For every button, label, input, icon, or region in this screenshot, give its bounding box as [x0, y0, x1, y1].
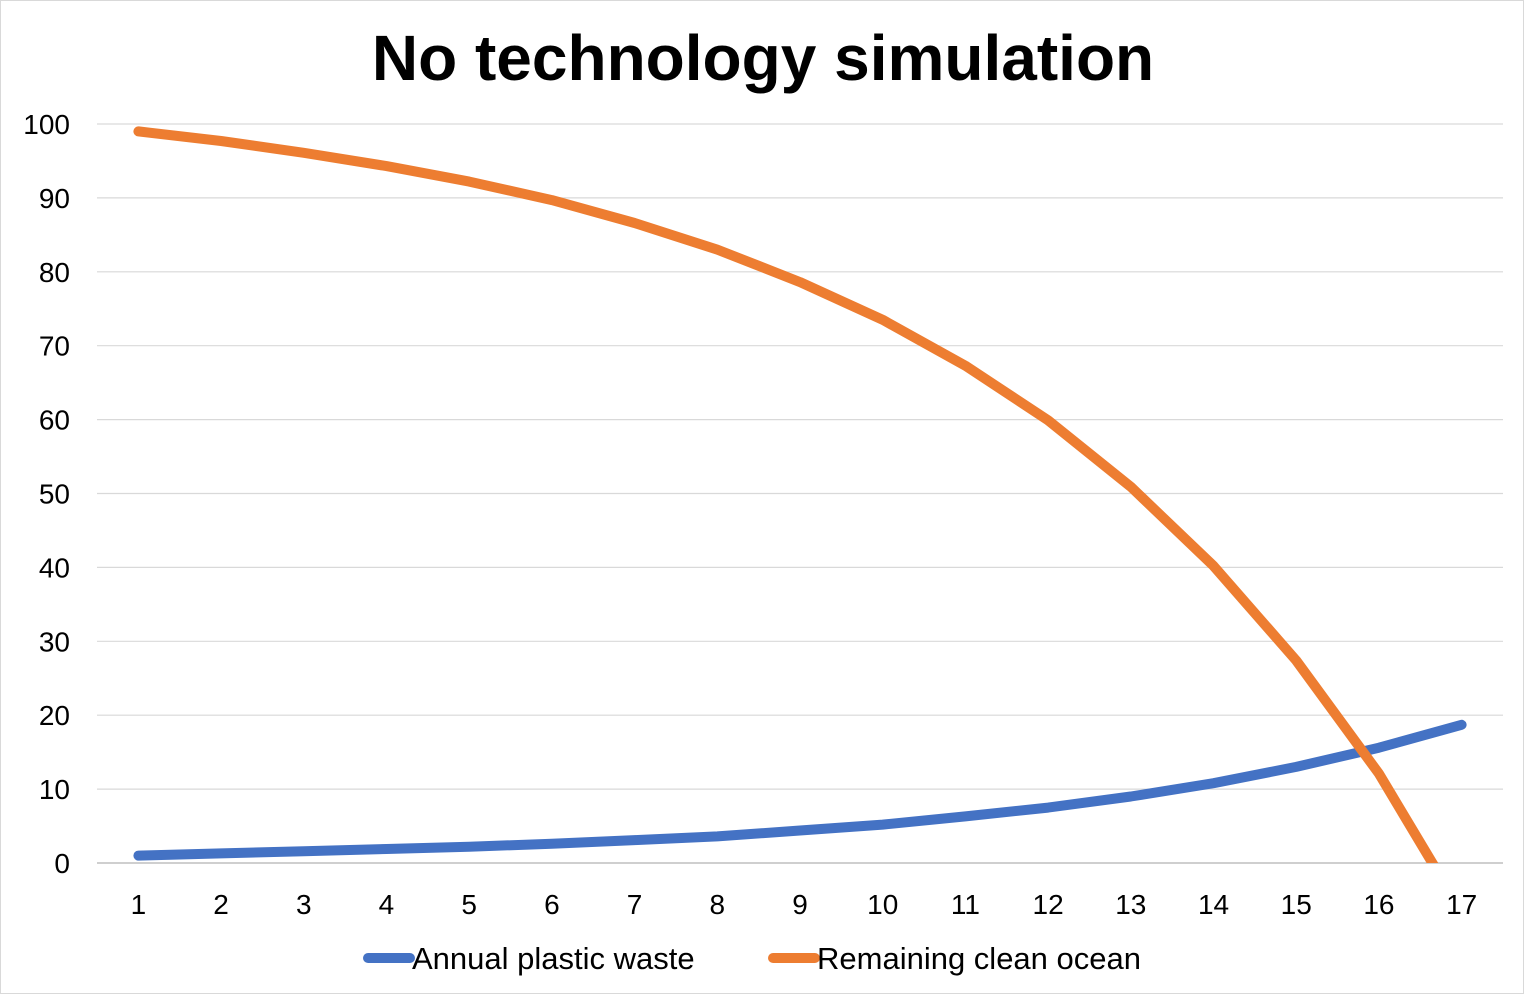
x-tick-label-12: 12	[1033, 889, 1064, 920]
legend-item-remaining-clean-ocean: Remaining clean ocean	[768, 941, 1141, 976]
series-lines	[133, 126, 1467, 863]
x-tick-label-5: 5	[461, 889, 477, 920]
legend-label-remaining-clean-ocean: Remaining clean ocean	[817, 941, 1141, 976]
x-tick-label-14: 14	[1198, 889, 1229, 920]
series-line-annual-plastic-waste	[133, 719, 1467, 861]
y-tick-label-0: 0	[54, 848, 70, 879]
y-tick-label-30: 30	[39, 626, 70, 657]
series-line-remaining-clean-ocean	[133, 126, 1439, 863]
x-tick-label-10: 10	[867, 889, 898, 920]
x-tick-label-15: 15	[1281, 889, 1312, 920]
x-tick-label-11: 11	[951, 889, 980, 920]
y-axis-tick-labels: 0 10 20 30 40 50 60 70 80 90 100	[23, 109, 70, 879]
legend-item-annual-plastic-waste: Annual plastic waste	[363, 941, 695, 976]
x-axis-tick-labels: 1 2 3 4 5 6 7 8 9 10 11 12 13 14 15 16 17	[131, 889, 1478, 920]
gridlines	[97, 123, 1503, 864]
x-tick-label-13: 13	[1115, 889, 1146, 920]
x-tick-label-4: 4	[379, 889, 395, 920]
y-tick-label-60: 60	[39, 405, 70, 436]
legend-label-annual-plastic-waste: Annual plastic waste	[412, 941, 695, 976]
x-tick-label-9: 9	[792, 889, 808, 920]
x-tick-label-1: 1	[131, 889, 147, 920]
y-tick-label-40: 40	[39, 552, 70, 583]
y-tick-label-100: 100	[23, 109, 70, 140]
chart-title: No technology simulation	[372, 22, 1154, 94]
y-tick-label-20: 20	[39, 700, 70, 731]
x-tick-label-3: 3	[296, 889, 312, 920]
y-tick-label-80: 80	[39, 257, 70, 288]
x-tick-label-8: 8	[710, 889, 726, 920]
y-tick-label-50: 50	[39, 479, 70, 510]
y-tick-label-10: 10	[39, 774, 70, 805]
x-tick-label-6: 6	[544, 889, 560, 920]
y-tick-label-70: 70	[39, 331, 70, 362]
legend: Annual plastic waste Remaining clean oce…	[363, 941, 1141, 976]
x-tick-label-7: 7	[627, 889, 643, 920]
x-tick-label-2: 2	[213, 889, 229, 920]
y-tick-label-90: 90	[39, 183, 70, 214]
x-tick-label-16: 16	[1363, 889, 1394, 920]
x-tick-label-17: 17	[1446, 889, 1477, 920]
